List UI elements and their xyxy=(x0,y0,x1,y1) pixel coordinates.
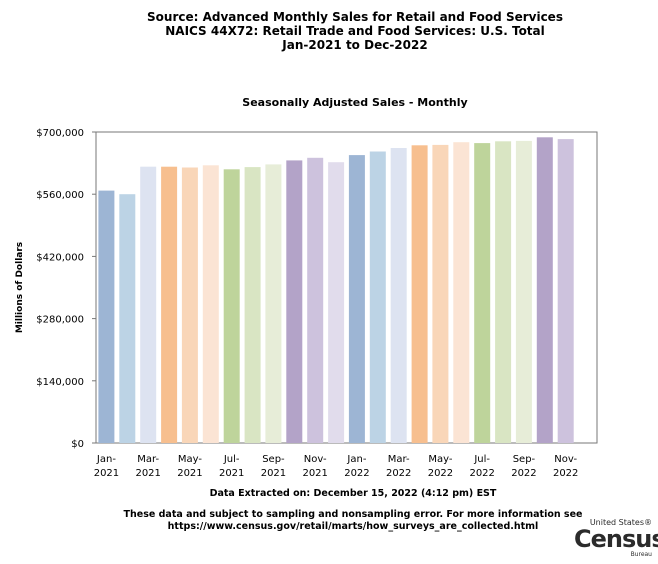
x-tick-label-year: 2022 xyxy=(511,468,536,479)
title-line-3: Jan-2021 to Dec-2022 xyxy=(282,38,428,52)
x-tick-label-year: 2022 xyxy=(553,468,578,479)
plot-area xyxy=(95,131,598,444)
x-tick-label-year: 2021 xyxy=(135,468,160,479)
x-tick-label-month: May- xyxy=(428,454,452,465)
bar-apr-2021 xyxy=(161,166,178,443)
bar-jun-2022 xyxy=(453,142,470,443)
x-tick-label-month: Nov- xyxy=(554,454,577,465)
bar-nov-2022 xyxy=(557,139,574,443)
bar-may-2022 xyxy=(432,144,449,443)
x-tick-label-year: 2022 xyxy=(344,468,369,479)
x-axis-ticks: Jan- 2021 Mar- 2021 May- 2021 Jul- 2021 Sep- 2021… xyxy=(94,454,579,479)
logo-census: Census xyxy=(574,525,658,553)
y-tick-label: $140,000 xyxy=(36,377,84,388)
bar-oct-2022 xyxy=(536,137,553,444)
bar-jul-2022 xyxy=(474,143,491,443)
y-tick-label: $280,000 xyxy=(36,315,84,326)
x-tick-label-year: 2021 xyxy=(261,468,286,479)
x-tick-label-month: Jul- xyxy=(473,454,490,465)
footnote-line-1: These data and subject to sampling and n… xyxy=(123,509,583,520)
bar-feb-2022 xyxy=(369,151,386,443)
x-tick-label-month: Jul- xyxy=(223,454,240,465)
bar-feb-2021 xyxy=(119,194,136,443)
y-tick-label: $700,000 xyxy=(36,128,84,139)
bar-jan-2021 xyxy=(98,190,115,443)
bar-nov-2021 xyxy=(307,157,324,444)
plot-border xyxy=(95,131,598,444)
bars-group xyxy=(98,137,574,444)
y-tick-label: $420,000 xyxy=(36,252,84,263)
x-tick-label-month: Mar- xyxy=(388,454,410,465)
data-extracted-note: Data Extracted on: December 15, 2022 (4:… xyxy=(209,488,497,499)
footnote-line-2: https://www.census.gov/retail/marts/how_… xyxy=(167,521,539,532)
x-tick-label-month: Sep- xyxy=(262,454,285,465)
title-line-1: Source: Advanced Monthly Sales for Retai… xyxy=(147,10,563,24)
x-tick-label-year: 2021 xyxy=(219,468,244,479)
x-tick-label-year: 2021 xyxy=(177,468,202,479)
x-tick-label-month: Jan- xyxy=(346,454,366,465)
y-axis-label: Millions of Dollars xyxy=(15,242,25,333)
chart-title: Seasonally Adjusted Sales - Monthly xyxy=(242,96,468,109)
x-tick-label-year: 2021 xyxy=(94,468,119,479)
x-tick-label-month: Nov- xyxy=(304,454,327,465)
x-tick-label-month: Jan- xyxy=(96,454,116,465)
bar-aug-2022 xyxy=(495,141,512,444)
x-tick-label-year: 2022 xyxy=(428,468,453,479)
logo-united-states: United States® xyxy=(589,518,652,527)
bar-jan-2022 xyxy=(348,155,365,443)
bar-sep-2021 xyxy=(265,164,282,443)
census-bureau-logo: United States® Census Bureau xyxy=(574,518,658,562)
x-tick-label-month: Sep- xyxy=(513,454,536,465)
bar-aug-2021 xyxy=(244,167,261,443)
x-tick-label-year: 2022 xyxy=(386,468,411,479)
title-line-2: NAICS 44X72: Retail Trade and Food Servi… xyxy=(165,24,545,38)
x-tick-label-year: 2021 xyxy=(302,468,327,479)
bar-apr-2022 xyxy=(411,145,428,444)
y-tick-label: $0 xyxy=(71,439,84,450)
footnote: These data and subject to sampling and n… xyxy=(0,509,658,533)
y-axis-ticks: $0 $140,000 $280,000 $420,000 $560,000 $700,0… xyxy=(36,128,96,450)
bar-dec-2021 xyxy=(328,162,345,443)
bar-may-2021 xyxy=(181,167,198,443)
x-tick-label-month: Mar- xyxy=(137,454,159,465)
bar-mar-2022 xyxy=(390,148,407,443)
bar-oct-2021 xyxy=(286,160,303,443)
bar-jun-2021 xyxy=(202,165,219,444)
x-tick-label-year: 2022 xyxy=(469,468,494,479)
logo-bureau: Bureau xyxy=(630,551,652,558)
chart-source-title: Source: Advanced Monthly Sales for Retai… xyxy=(0,10,658,52)
bar-sep-2022 xyxy=(515,140,532,443)
x-tick-label-month: May- xyxy=(178,454,202,465)
y-tick-label: $560,000 xyxy=(36,190,84,201)
bar-mar-2021 xyxy=(140,166,157,443)
bar-chart: $0 $140,000 $280,000 $420,000 $560,000 $700,0… xyxy=(15,128,598,479)
bar-jul-2021 xyxy=(223,169,240,444)
